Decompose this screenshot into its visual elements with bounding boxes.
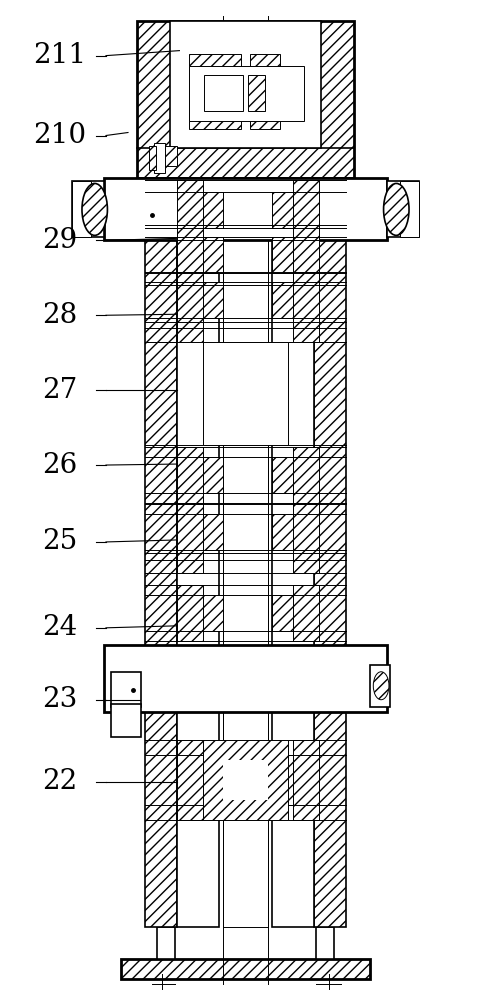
Bar [273, 755, 293, 805]
Bar [293, 504, 319, 560]
Bar [189, 54, 241, 129]
Bar [250, 54, 280, 129]
Bar [121, 959, 370, 979]
Bar [202, 237, 223, 273]
Bar [273, 237, 293, 273]
Bar [149, 146, 156, 170]
Bar [137, 21, 354, 178]
Bar [248, 75, 265, 111]
Bar [111, 704, 141, 737]
Bar [111, 672, 141, 707]
Bar [177, 740, 202, 820]
Text: 24: 24 [42, 614, 77, 641]
Ellipse shape [383, 183, 409, 235]
Bar [273, 457, 293, 493]
Bar [293, 180, 319, 240]
Bar [204, 75, 243, 111]
Bar [177, 553, 202, 573]
Bar [293, 225, 319, 285]
Bar [189, 66, 304, 121]
Bar [202, 192, 223, 228]
Bar [72, 181, 105, 237]
Bar [158, 927, 174, 959]
Bar [177, 225, 202, 285]
Bar [293, 740, 319, 820]
Bar [177, 178, 218, 927]
Bar [293, 322, 319, 342]
Bar [370, 665, 390, 707]
Bar [202, 514, 223, 550]
Bar [273, 514, 293, 550]
Bar [162, 146, 177, 166]
Text: 28: 28 [42, 302, 77, 329]
Bar [386, 181, 419, 237]
Text: 27: 27 [42, 377, 77, 404]
Ellipse shape [82, 183, 108, 235]
Text: 29: 29 [42, 227, 77, 254]
Bar [202, 595, 223, 631]
Text: 23: 23 [42, 686, 77, 713]
Bar [169, 21, 322, 148]
Bar [314, 178, 346, 927]
Text: 25: 25 [42, 528, 77, 555]
Bar [177, 585, 202, 641]
Bar [293, 447, 319, 503]
Text: 210: 210 [33, 122, 86, 149]
Bar [273, 178, 314, 927]
Bar [154, 143, 164, 173]
Bar [273, 595, 293, 631]
Bar [317, 927, 333, 959]
Bar [293, 272, 319, 328]
Bar [177, 504, 202, 560]
Text: 22: 22 [42, 768, 77, 795]
Bar [293, 553, 319, 573]
Text: 211: 211 [33, 42, 86, 69]
Bar [223, 760, 268, 800]
Bar [177, 180, 202, 240]
Bar [202, 740, 289, 820]
Bar [202, 342, 289, 445]
Bar [177, 322, 202, 342]
Bar [273, 192, 293, 228]
Bar [177, 447, 202, 503]
Bar [177, 272, 202, 328]
Bar [72, 181, 91, 237]
Bar [104, 645, 387, 712]
Bar [400, 181, 419, 237]
Ellipse shape [373, 672, 389, 700]
Text: 26: 26 [42, 452, 77, 479]
Bar [293, 585, 319, 641]
Bar [104, 178, 387, 240]
Bar [202, 755, 223, 805]
Bar [145, 178, 177, 927]
Bar [223, 178, 268, 927]
Bar [202, 282, 223, 318]
Bar [202, 457, 223, 493]
Bar [273, 282, 293, 318]
